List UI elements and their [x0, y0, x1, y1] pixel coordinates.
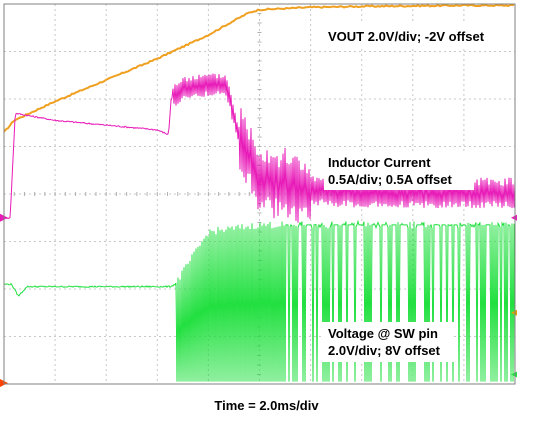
- plot-border: [3, 3, 516, 385]
- vout-label-bg: [324, 24, 502, 46]
- vout-trace: [3, 3, 515, 133]
- traces: [3, 3, 516, 382]
- inductor-label-line1: Inductor Current: [328, 155, 431, 170]
- inductor-current-trace: [3, 73, 516, 223]
- sw-label-bg: [322, 322, 454, 362]
- time-scale-label: Time = 2.0ms/div: [214, 398, 319, 413]
- sw-label-line2: 2.0V/div; 8V offset: [328, 343, 441, 358]
- oscilloscope-screen: VOUT 2.0V/div; -2V offset Inductor Curre…: [0, 3, 517, 388]
- inductor-label-line2: 0.5A/div; 0.5A offset: [328, 172, 452, 187]
- sw-label-line1: Voltage @ SW pin: [328, 326, 438, 341]
- sw-pin-trace: [3, 219, 516, 382]
- inductor-label-bg: [324, 152, 474, 190]
- vout-label: VOUT 2.0V/div; -2V offset: [328, 29, 485, 44]
